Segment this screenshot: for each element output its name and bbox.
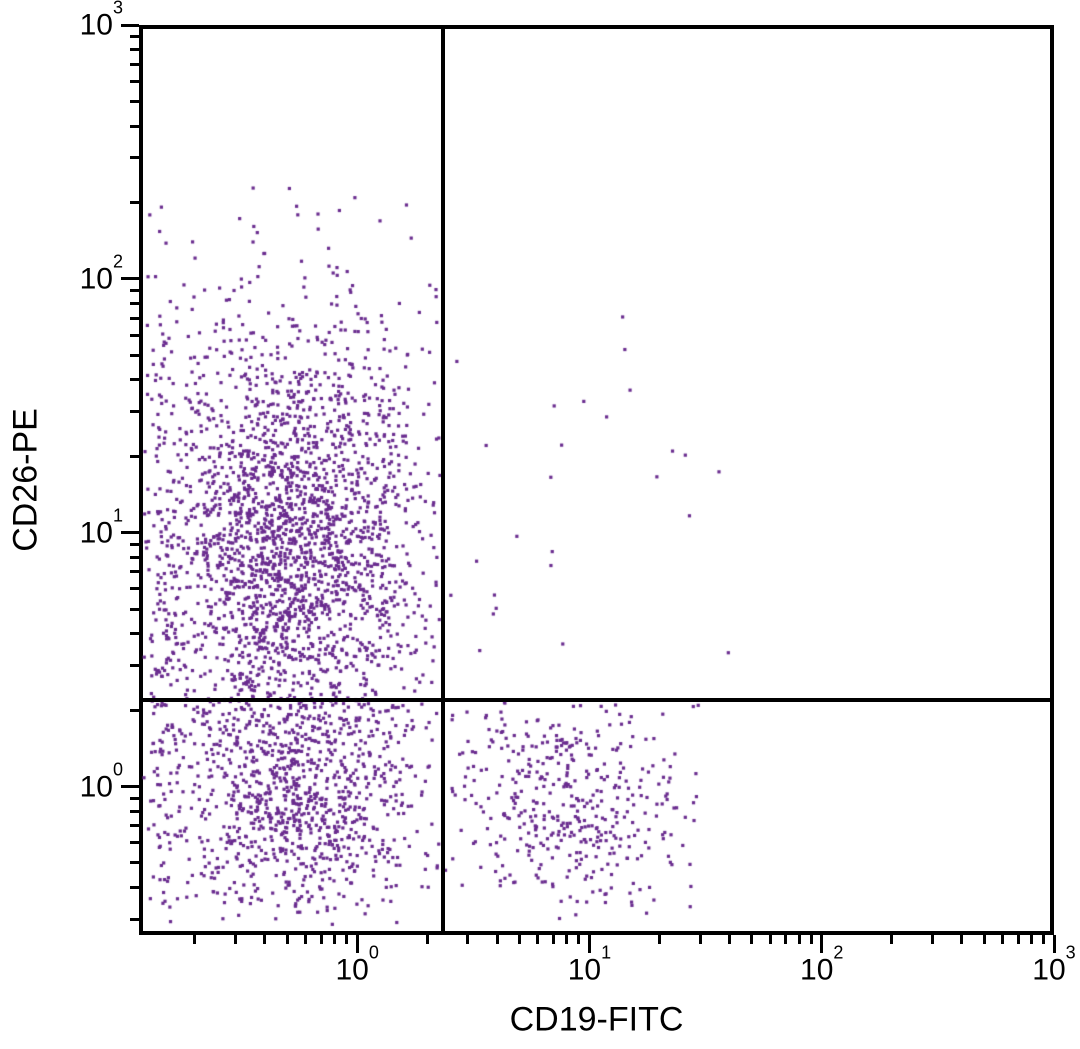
x-minor-tick: [565, 935, 568, 944]
y-minor-tick: [130, 100, 139, 103]
y-minor-tick: [130, 317, 139, 320]
x-tick-label: 100: [335, 953, 378, 988]
y-minor-tick: [130, 48, 139, 51]
y-minor-tick: [130, 824, 139, 827]
y-major-tick: [121, 24, 139, 27]
x-minor-tick: [699, 935, 702, 944]
x-minor-tick: [518, 935, 521, 944]
y-minor-tick: [130, 918, 139, 921]
y-minor-tick: [130, 608, 139, 611]
y-minor-tick: [130, 455, 139, 458]
x-minor-tick: [1017, 935, 1020, 944]
x-minor-tick: [496, 935, 499, 944]
y-tick-label: 101: [80, 515, 123, 550]
y-minor-tick: [130, 80, 139, 83]
x-minor-tick: [536, 935, 539, 944]
x-minor-tick: [750, 935, 753, 944]
y-minor-tick: [130, 632, 139, 635]
x-minor-tick: [263, 935, 266, 944]
quadrant-line-horizontal: [139, 698, 1054, 702]
quadrant-line-vertical: [441, 25, 445, 935]
x-minor-tick: [466, 935, 469, 944]
x-minor-tick: [890, 935, 893, 944]
y-tick-label: 100: [80, 769, 123, 804]
x-minor-tick: [345, 935, 348, 944]
x-major-tick: [356, 935, 359, 953]
x-minor-tick: [728, 935, 731, 944]
y-tick-label: 103: [80, 8, 123, 43]
y-minor-tick: [130, 556, 139, 559]
y-minor-tick: [130, 841, 139, 844]
y-minor-tick: [130, 810, 139, 813]
y-minor-tick: [130, 664, 139, 667]
x-minor-tick: [810, 935, 813, 944]
x-minor-tick: [1042, 935, 1045, 944]
x-minor-tick: [658, 935, 661, 944]
x-minor-tick: [931, 935, 934, 944]
x-minor-tick: [304, 935, 307, 944]
x-tick-label: 102: [800, 953, 843, 988]
y-minor-tick: [130, 543, 139, 546]
y-minor-tick: [130, 63, 139, 66]
y-minor-tick: [130, 410, 139, 413]
x-minor-tick: [193, 935, 196, 944]
y-minor-tick: [130, 587, 139, 590]
y-major-tick: [121, 785, 139, 788]
x-major-tick: [588, 935, 591, 953]
scatter-points-canvas: [139, 25, 1054, 935]
x-major-tick: [820, 935, 823, 953]
x-minor-tick: [960, 935, 963, 944]
x-minor-tick: [320, 935, 323, 944]
x-minor-tick: [1001, 935, 1004, 944]
y-minor-tick: [130, 797, 139, 800]
x-axis-label: CD19-FITC: [510, 1001, 684, 1040]
x-minor-tick: [784, 935, 787, 944]
y-minor-tick: [130, 156, 139, 159]
x-minor-tick: [234, 935, 237, 944]
x-minor-tick: [426, 935, 429, 944]
y-axis-label: CD26-PE: [7, 408, 46, 552]
y-minor-tick: [130, 354, 139, 357]
x-minor-tick: [798, 935, 801, 944]
x-tick-label: 103: [1032, 953, 1075, 988]
x-minor-tick: [769, 935, 772, 944]
plot-area: [139, 25, 1054, 935]
y-minor-tick: [130, 35, 139, 38]
y-minor-tick: [130, 289, 139, 292]
x-minor-tick: [1030, 935, 1033, 944]
y-major-tick: [121, 531, 139, 534]
x-tick-label: 101: [568, 953, 611, 988]
x-major-tick: [1053, 935, 1056, 953]
y-tick-label: 102: [80, 261, 123, 296]
y-minor-tick: [130, 201, 139, 204]
y-major-tick: [121, 277, 139, 280]
y-minor-tick: [130, 570, 139, 573]
chart-stage: 100 101 102 103 100 101 102 103 CD19-FITC CD26-…: [0, 0, 1080, 1049]
y-minor-tick: [130, 886, 139, 889]
y-minor-tick: [130, 378, 139, 381]
x-minor-tick: [577, 935, 580, 944]
x-minor-tick: [333, 935, 336, 944]
x-minor-tick: [286, 935, 289, 944]
x-minor-tick: [552, 935, 555, 944]
y-minor-tick: [130, 302, 139, 305]
y-minor-tick: [130, 861, 139, 864]
y-minor-tick: [130, 125, 139, 128]
scatter-plot: [139, 25, 1054, 935]
x-minor-tick: [983, 935, 986, 944]
y-minor-tick: [130, 709, 139, 712]
y-minor-tick: [130, 334, 139, 337]
